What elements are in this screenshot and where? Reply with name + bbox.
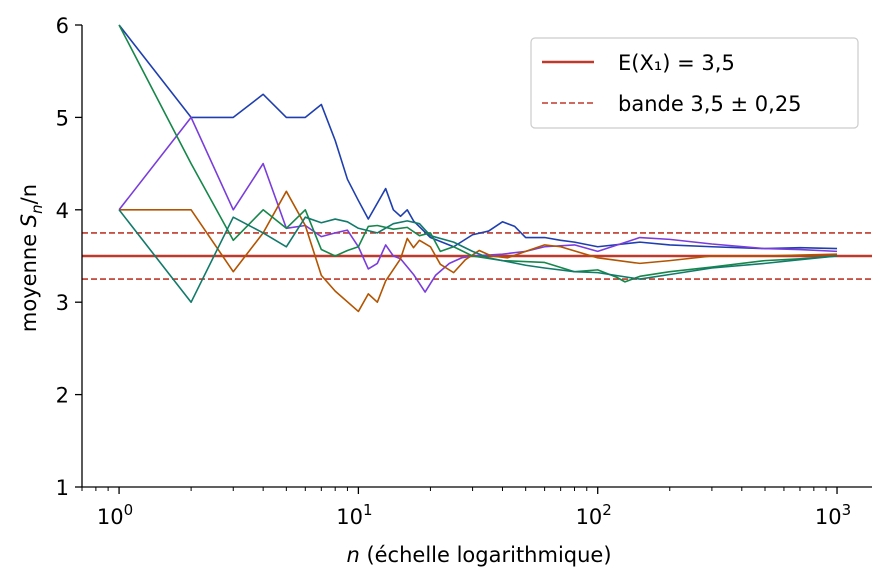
x-tick-label: 101 <box>336 501 372 529</box>
legend-label-1: E(X₁) = 3,5 <box>618 51 735 75</box>
legend-label-2: bande 3,5 ± 0,25 <box>618 92 802 116</box>
legend: E(X₁) = 3,5 bande 3,5 ± 0,25 <box>530 37 859 129</box>
axes: 1 2 3 4 5 6 100 101 102 103 <box>56 14 872 529</box>
series-line-2 <box>118 116 838 293</box>
series-line-1 <box>118 24 838 250</box>
y-tick-label: 1 <box>56 476 69 500</box>
series-group <box>118 24 838 313</box>
legend-box <box>530 37 859 129</box>
y-tick-label: 2 <box>56 384 69 408</box>
y-tick-label: 5 <box>56 106 69 130</box>
axis-labels: n (échelle logarithmique) moyenne Sn/n <box>17 184 612 567</box>
series-line-3 <box>119 190 838 313</box>
y-tick-label: 3 <box>56 291 69 315</box>
x-tick-label: 102 <box>576 501 612 529</box>
series-line-5 <box>118 209 838 303</box>
y-axis-label: moyenne Sn/n <box>17 184 46 332</box>
series-line-4 <box>118 24 838 283</box>
y-tick-label: 4 <box>56 199 69 223</box>
y-tick-label: 6 <box>56 14 69 38</box>
x-tick-label: 103 <box>815 501 851 529</box>
x-axis-label: n (échelle logarithmique) <box>346 543 611 567</box>
x-tick-label: 100 <box>97 501 133 529</box>
